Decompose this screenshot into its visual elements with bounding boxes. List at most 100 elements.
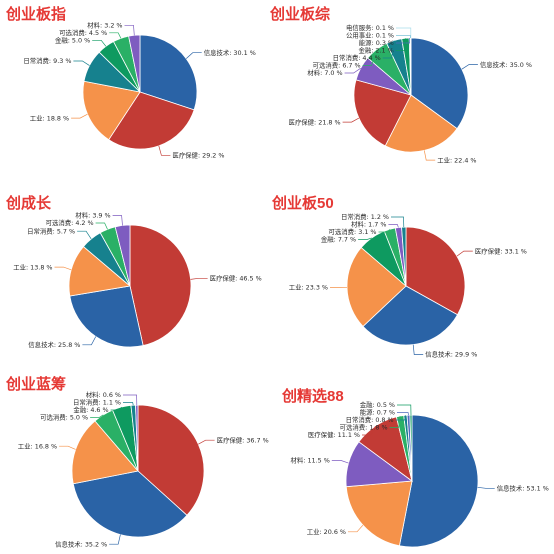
label-leader-line — [397, 412, 409, 416]
label-leader-line — [461, 64, 478, 70]
slice-label: 工业: 13.8 % — [13, 262, 52, 271]
slice-label: 可选消费: 1.8 % — [340, 423, 388, 432]
pie-slice — [398, 414, 479, 548]
slice-label: 信息技术: 35.2 % — [55, 539, 107, 548]
slice-label: 医疗保健: 21.8 % — [289, 117, 341, 126]
slice-label: 工业: 23.3 % — [289, 283, 328, 292]
slice-label: 医疗保健: 11.1 % — [308, 430, 360, 439]
pie-slice — [405, 226, 466, 316]
slice-label: 材料: 3.2 % — [87, 21, 122, 30]
label-leader-line — [90, 414, 104, 418]
label-leader-line — [73, 60, 90, 66]
label-leader-line — [344, 67, 361, 74]
label-leader-line — [362, 425, 376, 436]
slice-label: 可选消费: 4.5 % — [59, 28, 107, 37]
pie-slice — [346, 246, 407, 327]
pie-chart-6: 创精选88 信息技术: 53.1 % 金融: 0.5 %能源: 0.7 %日常消费:… — [281, 387, 549, 548]
slice-label: 工业: 16.8 % — [18, 441, 57, 450]
pie-slice — [69, 285, 144, 348]
label-leader-line — [362, 49, 377, 66]
pie-slice — [384, 94, 458, 153]
label-leader-line — [396, 27, 412, 38]
label-leader-line — [92, 39, 107, 47]
label-leader-line — [395, 415, 406, 421]
slice-label: 信息技术: 25.8 % — [28, 340, 80, 349]
label-leader-line — [395, 38, 406, 51]
slice-label: 日常消费: 1.2 % — [341, 212, 389, 221]
label-leader-line — [423, 150, 436, 161]
label-leader-line — [77, 230, 92, 240]
label-leader-line — [54, 266, 72, 271]
slice-label: 可选消费: 4.2 % — [46, 218, 94, 227]
label-leader-line — [110, 406, 122, 411]
pie-slice — [82, 80, 141, 141]
slice-label: 信息技术: 30.1 % — [204, 48, 256, 57]
pie-slice — [409, 414, 413, 482]
slice-label: 金融: 4.6 % — [73, 405, 108, 414]
slice-label: 金融: 0.5 % — [360, 400, 395, 409]
slice-label: 信息技术: 53.1 % — [497, 484, 549, 493]
label-leader-line — [82, 336, 97, 346]
label-leader-line — [112, 215, 123, 226]
pie-slice — [345, 480, 413, 547]
slice-label: 能源: 0.3 % — [359, 38, 394, 47]
slice-label: 日常消费: 0.8 % — [346, 415, 394, 424]
label-leader-line — [123, 402, 134, 406]
slice-label: 日常消费: 4.4 % — [333, 53, 381, 62]
label-leader-line — [348, 524, 364, 533]
label-leader-line — [396, 35, 411, 39]
label-leader-line — [123, 394, 138, 406]
chart-title: 创业蓝筹 — [5, 375, 66, 393]
pie-slice — [135, 404, 139, 472]
slice-label: 信息技术: 35.0 % — [480, 60, 532, 69]
chart-title: 创业板50 — [271, 194, 334, 212]
slice-label: 金融: 5.0 % — [55, 36, 90, 45]
chart-title: 创精选88 — [281, 387, 344, 405]
chart-title: 创业板指 — [5, 5, 66, 23]
slice-label: 材料: 0.6 % — [86, 390, 121, 399]
slice-label: 材料: 3.9 % — [75, 211, 110, 220]
pie-slice — [68, 246, 131, 297]
pie-slice — [71, 420, 139, 485]
label-leader-line — [109, 32, 122, 39]
slice-label: 电信服务: 0.1 % — [346, 23, 394, 32]
label-leader-line — [59, 445, 76, 450]
label-leader-line — [382, 40, 395, 59]
label-leader-line — [397, 404, 412, 416]
slice-label: 金融: 7.7 % — [321, 235, 356, 244]
pie-slice — [353, 79, 412, 147]
slice-label: 材料: 1.7 % — [351, 220, 386, 229]
slice-label: 工业: 20.6 % — [307, 527, 346, 536]
label-leader-line — [389, 416, 401, 428]
slice-label: 医疗保健: 36.7 % — [217, 435, 269, 444]
label-leader-line — [396, 37, 411, 44]
slice-label: 医疗保健: 33.1 % — [475, 246, 527, 255]
pie-slice — [139, 34, 198, 111]
slice-label: 信息技术: 29.9 % — [425, 350, 477, 359]
label-leader-line — [391, 216, 405, 228]
slice-label: 能源: 0.7 % — [360, 408, 395, 417]
label-leader-line — [198, 439, 215, 445]
slice-label: 日常消费: 9.3 % — [23, 56, 71, 65]
label-leader-line — [109, 534, 121, 545]
slice-label: 医疗保健: 29.2 % — [172, 151, 224, 160]
pie-slice — [401, 226, 407, 287]
label-leader-line — [185, 52, 202, 59]
slice-label: 可选消费: 3.1 % — [328, 227, 376, 236]
pie-slice — [108, 91, 195, 150]
label-leader-line — [158, 145, 171, 156]
slice-label: 可选消费: 5.0 % — [40, 413, 88, 422]
slice-label: 材料: 11.5 % — [290, 456, 329, 465]
slice-label: 材料: 7.0 % — [307, 68, 342, 77]
label-leader-line — [95, 222, 108, 230]
label-leader-line — [358, 237, 372, 240]
slice-label: 工业: 22.4 % — [437, 155, 476, 164]
label-leader-line — [378, 229, 390, 233]
label-leader-line — [456, 250, 473, 257]
chart-title: 创成长 — [5, 194, 52, 212]
slice-label: 医疗保健: 46.5 % — [210, 274, 262, 283]
label-leader-line — [190, 277, 208, 280]
label-leader-line — [388, 224, 399, 228]
label-leader-line — [71, 113, 88, 119]
